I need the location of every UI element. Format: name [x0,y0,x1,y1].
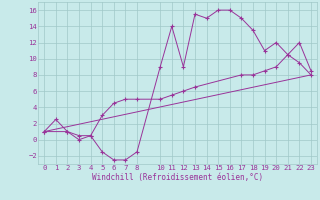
X-axis label: Windchill (Refroidissement éolien,°C): Windchill (Refroidissement éolien,°C) [92,173,263,182]
